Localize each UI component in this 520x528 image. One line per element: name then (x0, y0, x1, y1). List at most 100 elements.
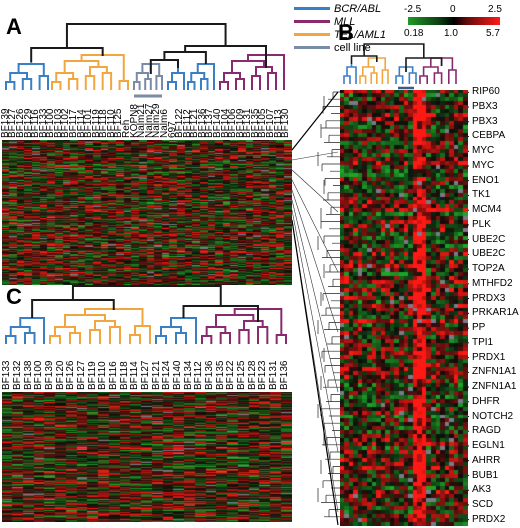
dendrogram-branch (363, 43, 425, 58)
dendrogram-branch (134, 325, 151, 335)
dendrogram-branch (223, 72, 241, 82)
gene-label: PRKAR1A (472, 307, 519, 319)
zoom-connector (291, 91, 339, 526)
gene-label: DHFR (472, 395, 500, 407)
legend-label: BCR/ABL (334, 2, 382, 15)
dendrogram-branch (251, 75, 261, 90)
dendrogram-branch (144, 78, 152, 90)
dendrogram-branch (17, 63, 45, 73)
dendrogram-branch (21, 78, 33, 90)
sample-label: BF124 (161, 360, 173, 390)
dendrogram-branch (89, 66, 108, 76)
dendrogram-branch (255, 66, 273, 76)
legend-label: TEL/AML1 (334, 28, 386, 41)
sample-label: BF125 (236, 360, 247, 390)
gene-label: BUB1 (472, 469, 499, 481)
gene-label: ENO1 (472, 174, 500, 186)
color-gradient (408, 17, 500, 25)
legend-entry-bcr-abl: BCR/ABL (294, 2, 400, 15)
sample-label: BF136 (278, 360, 290, 390)
sample-label: BF136 (204, 360, 215, 390)
dendrogram-branch (171, 72, 185, 82)
gene-label: SCD (472, 499, 494, 511)
dendrogram-branch (51, 81, 62, 90)
panel-a-heatmap (2, 140, 292, 285)
dendrogram-branch (9, 326, 31, 336)
sample-label: BF112 (193, 361, 205, 390)
panel-a-label: A (6, 14, 22, 39)
dendrogram-branch (200, 78, 209, 90)
sample-label: BF123 (257, 360, 269, 390)
gene-label: PBX3 (472, 115, 498, 127)
gene-label: PRDX3 (472, 292, 506, 304)
dendrogram-branch (408, 72, 417, 84)
gene-label: MYC (472, 145, 495, 157)
dendrogram-branch (219, 332, 231, 344)
dendrogram-branch (381, 69, 389, 84)
dendrogram-branch (24, 332, 36, 344)
gene-label: PRDX1 (472, 351, 506, 363)
legend-swatch (294, 7, 330, 10)
dendrogram-branch (187, 81, 196, 90)
gene-label: AK3 (472, 484, 491, 496)
dendrogram-branch (362, 66, 375, 76)
dendrogram-branch (149, 59, 179, 74)
panel-b-label: B (338, 20, 354, 45)
dendrogram-branch (65, 23, 227, 48)
dendrogram-branch (19, 317, 45, 327)
gene-label: AHRR (472, 454, 501, 466)
dendrogram-branch (370, 72, 378, 84)
legend-swatch (294, 20, 330, 23)
sample-label: BF131 (268, 360, 279, 390)
gene-label: CEBPA (472, 130, 506, 142)
gene-label: MYC (472, 159, 495, 171)
legend-entry-mll: MLL (294, 15, 400, 28)
gene-label: PBX3 (472, 100, 498, 112)
sample-label: BF100 (33, 360, 45, 390)
dendrogram-branch (155, 75, 163, 90)
scale-top-low: -2.5 (404, 4, 422, 15)
legend-entry-cell-line: cell line (294, 41, 400, 54)
dendrogram-branch (84, 75, 96, 90)
gene-label: PP (472, 322, 486, 334)
dendrogram-branch (196, 63, 215, 73)
dendrogram-branch (433, 72, 443, 84)
dendrogram-branch (38, 75, 49, 90)
dendrogram-branch (89, 329, 101, 344)
dendrogram-branch (205, 326, 227, 336)
dendrogram-branch (163, 51, 207, 64)
gene-label: ZNFN1A1 (472, 366, 517, 378)
gene-label: TOP2A (472, 263, 505, 275)
sample-label: BF130 (280, 108, 292, 138)
gene-label: PLK (472, 218, 491, 230)
dendrogram-branch (359, 75, 367, 84)
dendrogram-branch (175, 332, 187, 344)
legend-swatch (294, 33, 330, 36)
gene-label: PRDX2 (472, 514, 506, 525)
gene-label: TK1 (472, 189, 491, 201)
gene-label: EGLN1 (472, 440, 505, 452)
sample-label: BF126 (65, 360, 77, 390)
sample-label: BF127 (140, 360, 151, 390)
zoom-connector (291, 91, 339, 513)
dendrogram-branch (343, 75, 351, 84)
dendrogram-branch (55, 72, 75, 82)
sample-label: BF139 (44, 360, 55, 390)
dendrogram-branch (67, 78, 79, 90)
panel-c-heatmap (2, 392, 292, 522)
legend-label: MLL (334, 15, 356, 28)
gene-label: UBE2C (472, 248, 506, 260)
gene-label: MTHFD2 (472, 277, 513, 289)
dendrogram-branch (190, 72, 206, 82)
dendrogram-branch (118, 80, 129, 90)
gene-label: RIP60 (472, 86, 500, 97)
sample-label: BF140 (172, 360, 183, 390)
panel-c-label: C (6, 284, 22, 309)
scale-bottom-low: 0.18 (404, 28, 424, 39)
dendrogram-branch (129, 334, 141, 344)
dendrogram-branch (275, 334, 287, 344)
dendrogram-branch (155, 335, 167, 344)
color-scale: -2.5 0 2.5 0.18 1.0 5.7 (404, 4, 518, 48)
dendrogram-branch (267, 72, 277, 90)
scale-bottom-high: 5.7 (486, 28, 500, 39)
